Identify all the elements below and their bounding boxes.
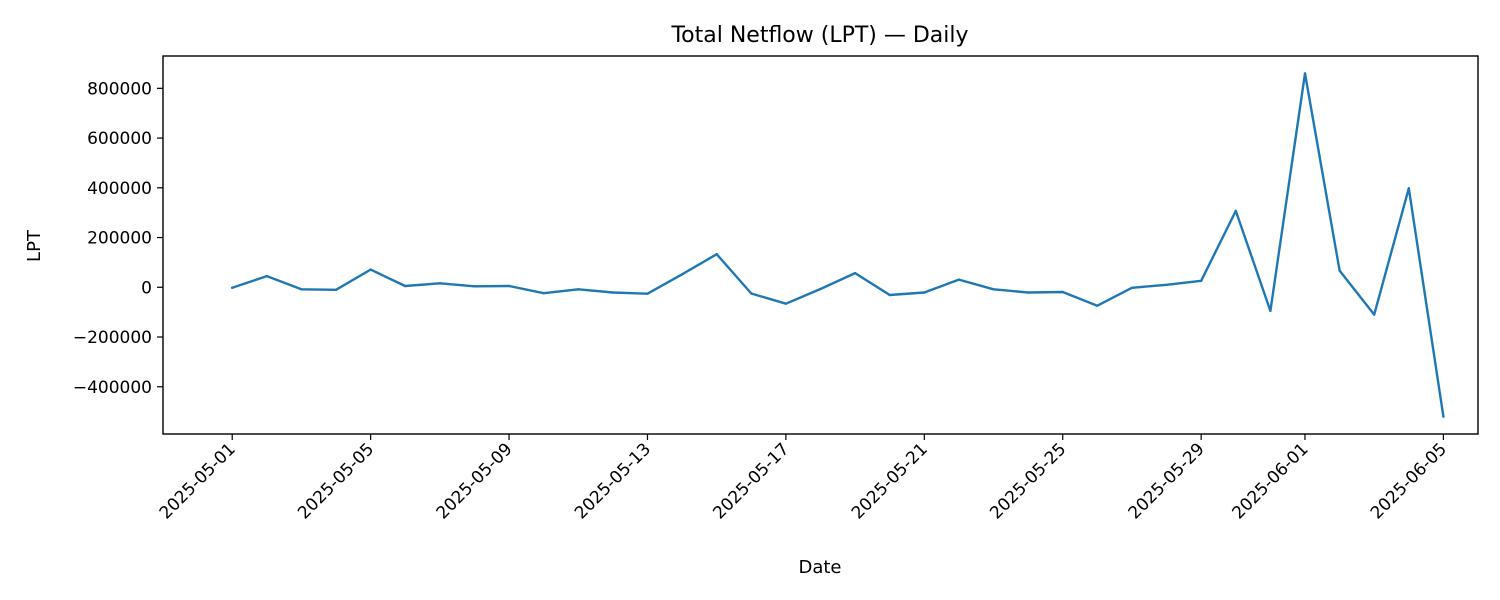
- y-tick-label: 400000: [87, 179, 152, 199]
- x-tick-label: 2025-05-05: [294, 439, 378, 523]
- data-point: [715, 253, 718, 256]
- data-point: [300, 288, 303, 291]
- x-tick-label: 2025-05-25: [986, 439, 1070, 523]
- data-point: [680, 273, 684, 276]
- data-point: [784, 302, 788, 305]
- data-point: [1061, 290, 1064, 294]
- data-point: [334, 288, 338, 291]
- y-tick-label: 600000: [87, 129, 152, 149]
- data-point: [369, 268, 372, 271]
- data-point: [611, 291, 615, 294]
- data-point: [542, 292, 545, 295]
- data-point: [819, 287, 822, 291]
- data-point: [750, 292, 753, 295]
- data-point: [888, 293, 891, 297]
- x-tick-label: 2025-05-01: [156, 439, 240, 523]
- data-point: [1200, 279, 1203, 282]
- data-point: [1096, 304, 1099, 307]
- y-tick-label: 200000: [87, 229, 152, 249]
- plot-frame: [162, 55, 1479, 435]
- x-axis-label: Date: [798, 557, 841, 578]
- data-point: [992, 288, 995, 291]
- data-point: [923, 291, 926, 294]
- data-point: [1165, 283, 1168, 286]
- y-tick-label: −200000: [73, 328, 152, 348]
- x-tick-label: 2025-05-09: [433, 439, 517, 523]
- y-tick-label: −400000: [73, 378, 152, 398]
- series-line: [230, 72, 1445, 418]
- data-point: [1026, 291, 1030, 294]
- chart-title: Total Netflow (LPT) — Daily: [670, 23, 968, 48]
- data-point: [473, 285, 476, 288]
- x-tick-label: 2025-06-05: [1367, 439, 1451, 523]
- data-point: [1338, 269, 1341, 272]
- plot-area: [230, 72, 1445, 418]
- data-point: [1373, 313, 1376, 316]
- data-point: [646, 292, 649, 295]
- data-point: [1407, 187, 1411, 190]
- x-tick-label: 2025-05-17: [709, 439, 793, 523]
- data-point: [1303, 72, 1307, 75]
- x-tick-label: 2025-06-01: [1229, 439, 1313, 523]
- y-axis-label: LPT: [24, 229, 45, 262]
- x-tick-label: 2025-05-13: [571, 439, 655, 523]
- data-point: [853, 271, 857, 275]
- data-point: [1234, 209, 1238, 213]
- y-axis: −400000 −200000 0 200000 400000 600000 800000: [73, 79, 163, 398]
- data-point: [1442, 415, 1445, 418]
- x-tick-label: 2025-05-21: [848, 439, 932, 523]
- data-point: [265, 274, 268, 278]
- x-tick-label: 2025-05-29: [1125, 439, 1209, 523]
- data-point: [1130, 286, 1134, 289]
- y-tick-label: 800000: [87, 79, 152, 99]
- data-point: [577, 288, 580, 291]
- x-axis: 2025-05-01 2025-05-05 2025-05-09 2025-05-13…: [156, 434, 1451, 523]
- data-point: [507, 284, 511, 288]
- y-tick-label: 0: [141, 278, 152, 298]
- data-point: [404, 284, 407, 288]
- data-point: [957, 278, 961, 281]
- data-point: [1269, 309, 1272, 313]
- data-point: [438, 282, 441, 285]
- data-point: [231, 286, 234, 289]
